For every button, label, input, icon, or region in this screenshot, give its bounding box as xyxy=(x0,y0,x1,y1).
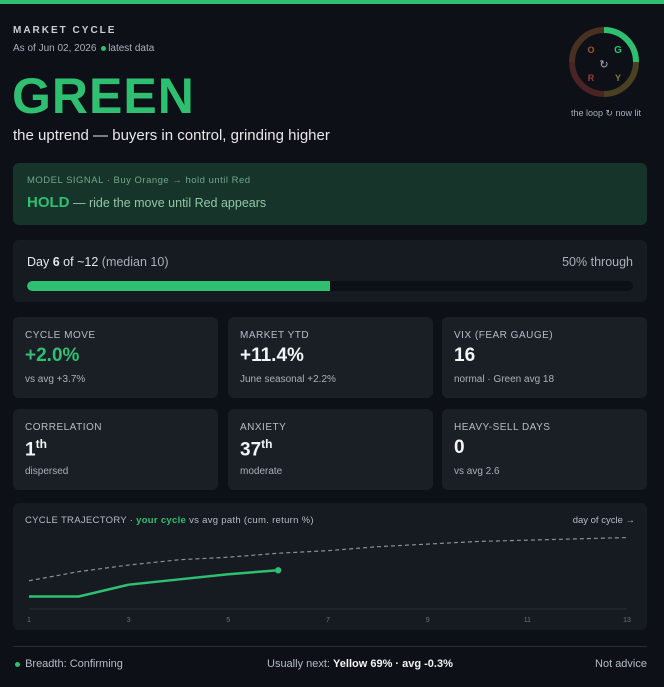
day-median: (median 10) xyxy=(101,255,169,269)
metric-card-vix-fear-gauge: VIX (FEAR GAUGE) 16 normal · Green avg 18 xyxy=(442,317,647,398)
chart-title: CYCLE TRAJECTORY · your cycle vs avg pat… xyxy=(25,515,314,526)
loop-letter-g: G xyxy=(614,45,622,56)
cycle-day-label: Day 6 of ~12 (median 10) xyxy=(27,255,168,269)
metric-value-number: +11.4% xyxy=(240,345,304,366)
cycle-progress-panel: Day 6 of ~12 (median 10) 50% through xyxy=(13,240,647,302)
model-signal-panel: MODEL SIGNAL · Buy Orange → hold until R… xyxy=(13,163,647,225)
signal-heading: MODEL SIGNAL · Buy Orange → hold until R… xyxy=(27,175,251,186)
x-tick-label: 1 xyxy=(27,617,31,624)
regime-title: GREEN xyxy=(12,68,195,124)
chart-title-prefix: CYCLE TRAJECTORY · xyxy=(25,515,134,526)
metric-value-number: +2.0% xyxy=(25,345,80,366)
metric-card-cycle-move: CYCLE MOVE +2.0% vs avg +3.7% xyxy=(13,317,218,398)
metric-value-suffix: th xyxy=(261,437,273,451)
status-dot xyxy=(101,45,107,51)
metric-value-number: 37 xyxy=(240,439,262,461)
metric-subtext: June seasonal +2.2% xyxy=(240,374,336,385)
metric-value: +2.0% xyxy=(25,345,79,367)
accent-bar xyxy=(0,0,664,4)
metric-value: 16 xyxy=(454,345,475,367)
metric-subtext: dispersed xyxy=(25,466,69,477)
chart-title-suffix: vs avg path (cum. return %) xyxy=(189,515,314,526)
breadth-dot xyxy=(15,661,20,667)
metric-label: ANXIETY xyxy=(240,422,287,433)
progress-track xyxy=(27,281,633,291)
cycle-loop-icon: O G R Y ↻ xyxy=(569,27,639,97)
x-axis-label: day of cycle → xyxy=(572,515,635,526)
metric-label: VIX (FEAR GAUGE) xyxy=(454,330,554,341)
of-word: of xyxy=(63,255,74,269)
progress-fill xyxy=(27,281,330,291)
section-eyebrow: MARKET CYCLE xyxy=(13,25,117,36)
metric-value: 0 xyxy=(454,437,465,459)
metric-value: +11.4% xyxy=(240,345,304,367)
metric-value-number: 16 xyxy=(454,345,476,366)
metric-card-correlation: CORRELATION 1th dispersed xyxy=(13,409,218,490)
x-tick-label: 7 xyxy=(326,617,330,624)
next-value: Yellow 69% · avg -0.3% xyxy=(333,658,453,670)
loop-letter-o: O xyxy=(587,45,594,55)
metric-label: CORRELATION xyxy=(25,422,102,433)
metric-value: 37th xyxy=(240,437,272,461)
progress-percent: 50% through xyxy=(562,255,633,269)
loop-center-icon: ↻ xyxy=(599,58,608,71)
metric-label: MARKET YTD xyxy=(240,330,310,341)
as-of-line: As of Jun 02, 2026 latest data xyxy=(13,43,154,54)
next-phase: Usually next: Yellow 69% · avg -0.3% xyxy=(267,658,453,670)
loop-caption: the loop ↻ now lit xyxy=(570,108,642,118)
x-tick-label: 3 xyxy=(127,617,131,624)
breadth-status: Breadth: Confirming xyxy=(13,658,123,670)
chart-title-series: your cycle xyxy=(136,515,187,526)
metric-card-anxiety: ANXIETY 37th moderate xyxy=(228,409,433,490)
x-tick-label: 13 xyxy=(623,617,631,624)
footer-divider xyxy=(13,646,647,647)
data-status: latest data xyxy=(108,43,155,54)
metric-label: HEAVY-SELL DAYS xyxy=(454,422,551,433)
metric-label: CYCLE MOVE xyxy=(25,330,96,341)
metric-value-number: 1 xyxy=(25,439,36,461)
loop-letter-r: R xyxy=(588,73,595,83)
series-line-avg-path xyxy=(28,536,628,582)
trajectory-chart: 1 3 5 7 9 11 13 xyxy=(27,536,631,624)
day-word: Day xyxy=(27,255,50,269)
as-of-date: As of Jun 02, 2026 xyxy=(13,43,97,54)
day-total: ~12 xyxy=(77,255,99,269)
metric-subtext: normal · Green avg 18 xyxy=(454,374,555,385)
breadth-text: Breadth: Confirming xyxy=(25,658,123,670)
next-prefix: Usually next: xyxy=(267,658,330,670)
signal-body: HOLD — ride the move until Red appears xyxy=(27,194,266,211)
metric-card-market-ytd: MARKET YTD +11.4% June seasonal +2.2% xyxy=(228,317,433,398)
x-tick-label: 5 xyxy=(226,617,230,624)
x-tick-label: 11 xyxy=(524,617,531,624)
metric-card-heavy-sell-days: HEAVY-SELL DAYS 0 vs avg 2.6 xyxy=(442,409,647,490)
metric-value-suffix: th xyxy=(35,437,47,451)
loop-ring xyxy=(569,27,639,97)
signal-action: HOLD xyxy=(27,194,70,211)
metric-value-number: 0 xyxy=(454,437,465,458)
disclaimer: Not advice xyxy=(595,658,647,670)
regime-subtitle: the uptrend — buyers in control, grindin… xyxy=(13,127,330,144)
metric-subtext: moderate xyxy=(240,466,283,477)
metric-value: 1th xyxy=(25,437,47,461)
series-line-your-cycle xyxy=(29,569,279,598)
day-number: 6 xyxy=(52,255,60,269)
metric-subtext: vs avg 2.6 xyxy=(454,466,500,477)
current-point-marker xyxy=(274,567,282,574)
trajectory-chart-panel: CYCLE TRAJECTORY · your cycle vs avg pat… xyxy=(13,503,647,630)
x-tick-label: 9 xyxy=(426,617,430,624)
metric-subtext: vs avg +3.7% xyxy=(25,374,86,385)
signal-detail: — ride the move until Red appears xyxy=(72,196,267,210)
loop-letter-y: Y xyxy=(615,73,621,83)
